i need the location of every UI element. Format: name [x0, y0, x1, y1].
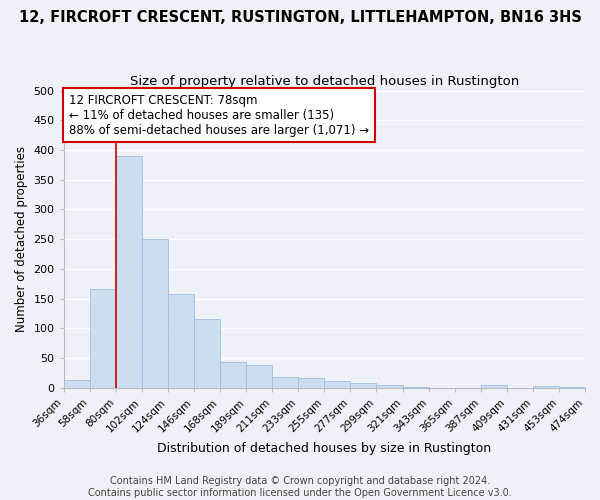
Text: 12 FIRCROFT CRESCENT: 78sqm
← 11% of detached houses are smaller (135)
88% of se: 12 FIRCROFT CRESCENT: 78sqm ← 11% of det…	[69, 94, 369, 136]
Bar	[559, 386, 585, 388]
Bar	[194, 320, 220, 388]
Text: 12, FIRCROFT CRESCENT, RUSTINGTON, LITTLEHAMPTON, BN16 3HS: 12, FIRCROFT CRESCENT, RUSTINGTON, LITTL…	[19, 10, 581, 25]
Text: Contains HM Land Registry data © Crown copyright and database right 2024.
Contai: Contains HM Land Registry data © Crown c…	[88, 476, 512, 498]
Bar	[246, 364, 272, 388]
Bar	[168, 294, 194, 388]
Bar	[325, 380, 350, 388]
Bar	[272, 377, 298, 388]
Bar	[298, 378, 325, 388]
X-axis label: Distribution of detached houses by size in Rustington: Distribution of detached houses by size …	[157, 442, 491, 455]
Bar	[403, 386, 428, 388]
Bar	[481, 385, 507, 388]
Y-axis label: Number of detached properties: Number of detached properties	[15, 146, 28, 332]
Bar	[350, 383, 376, 388]
Bar	[142, 239, 168, 388]
Bar	[533, 386, 559, 388]
Bar	[116, 156, 142, 388]
Bar	[64, 380, 90, 388]
Title: Size of property relative to detached houses in Rustington: Size of property relative to detached ho…	[130, 75, 519, 88]
Bar	[376, 386, 403, 388]
Bar	[220, 362, 246, 388]
Bar	[90, 288, 116, 388]
